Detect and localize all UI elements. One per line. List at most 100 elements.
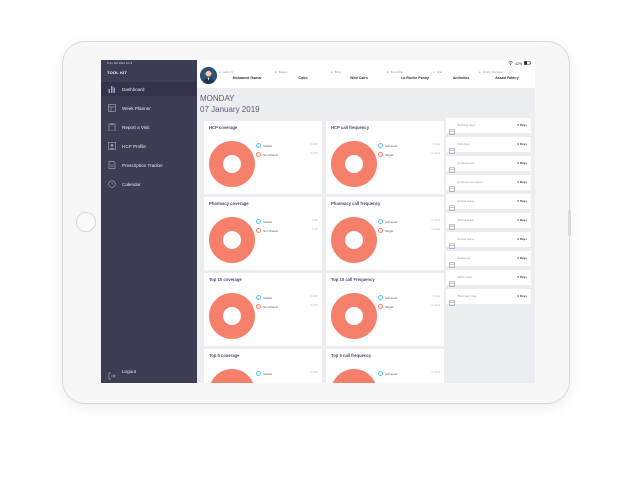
header-field-brick: ● Brick Wed Cairo bbox=[331, 70, 387, 80]
user-icon: ● bbox=[479, 70, 481, 74]
legend-label: Visited bbox=[263, 295, 272, 300]
clock-icon bbox=[108, 180, 116, 188]
chart-card-title: HCP coverage bbox=[209, 125, 238, 130]
sidebar-item-week-planner[interactable]: Week Planner bbox=[101, 101, 197, 115]
legend-value: 0 HCP bbox=[310, 304, 318, 307]
legend-dot bbox=[378, 228, 383, 233]
legend-value: 0 Visits bbox=[431, 295, 440, 298]
attendance-icon bbox=[449, 217, 455, 230]
attendance-value: 0 Days bbox=[517, 256, 527, 260]
attendance-label: Working days bbox=[457, 123, 476, 127]
header-field-value: La Roche Posay bbox=[401, 76, 429, 80]
attendance-icon bbox=[449, 141, 455, 154]
legend-dot bbox=[256, 304, 261, 309]
header-field-key: ● Line bbox=[433, 70, 489, 74]
attendance-label: Visit days bbox=[457, 142, 470, 146]
header-bar: 42% ● Hello It's Mohamed Gamal ● Region Ca… bbox=[197, 60, 535, 88]
chart-card[interactable]: Pharmacy coverage Visited 0 Ph Not Visited 0… bbox=[204, 197, 322, 270]
attendance-item[interactable]: Conferences Leave 0 Days bbox=[446, 175, 531, 192]
attendance-icon bbox=[449, 293, 455, 306]
avatar[interactable] bbox=[200, 67, 217, 84]
donut-ring bbox=[209, 141, 255, 187]
attendance-item[interactable]: Visit days 0 Days bbox=[446, 137, 531, 154]
sidebar-item-hcp-profile[interactable]: HCP Profile bbox=[101, 139, 197, 153]
chart-card-title: Top 10 coverage bbox=[209, 277, 242, 282]
donut-ring bbox=[210, 369, 254, 383]
sidebar-item-prescription-tracker[interactable]: Prescription Tracker bbox=[101, 158, 197, 172]
header-field-key-text: Line bbox=[436, 70, 442, 74]
header-field-key: ● Region bbox=[275, 70, 331, 74]
chart-card[interactable]: Pharmacy call frequency Achieved 0 Visits T… bbox=[326, 197, 444, 270]
user-icon: ● bbox=[219, 70, 221, 74]
chart-card[interactable]: HCP call frequency Achieved 0 Visits Target… bbox=[326, 121, 444, 194]
header-field-district-manager: ● District Manager Asaad Fakhry bbox=[479, 70, 535, 80]
legend-item: Achieved bbox=[378, 219, 397, 224]
legend-dot bbox=[256, 371, 261, 376]
attendance-value: 0 Days bbox=[517, 142, 527, 146]
header-field-line: ● Line Antholios bbox=[433, 70, 489, 80]
sidebar-item-calendar[interactable]: Calendar bbox=[101, 177, 197, 191]
sidebar-item-dashboard[interactable]: Dashboard bbox=[101, 82, 197, 96]
attendance-value: 0 Days bbox=[517, 237, 527, 241]
legend-value: 0 Visits bbox=[431, 143, 440, 146]
legend-dot bbox=[378, 371, 383, 376]
logout-label: Logout bbox=[122, 368, 137, 374]
attendance-item[interactable]: Academic 0 Days bbox=[446, 251, 531, 268]
header-field-key: ● District Manager bbox=[479, 70, 535, 74]
legend-label: Target bbox=[385, 228, 394, 233]
chart-card[interactable]: Top 5 call frequency Achieved 0 Visits bbox=[326, 349, 444, 383]
home-button[interactable] bbox=[76, 212, 96, 232]
attendance-item[interactable]: Annual leave 0 Days bbox=[446, 194, 531, 211]
side-button[interactable] bbox=[568, 210, 571, 236]
chart-card-title: HCP call frequency bbox=[331, 125, 370, 130]
attendance-item[interactable]: Conferences 0 Days bbox=[446, 156, 531, 173]
donut-chart bbox=[331, 217, 377, 263]
chart-card[interactable]: HCP coverage Visited 0 HCP Not Visited 0 HCP bbox=[204, 121, 322, 194]
attendance-label: Conferences bbox=[457, 161, 475, 165]
legend-dot bbox=[256, 152, 261, 157]
chart-card[interactable]: Top 10 coverage Visited 0 HCP Not Visited 0 … bbox=[204, 273, 322, 346]
donut-chart bbox=[209, 293, 255, 339]
attendance-item[interactable]: Official leave 0 Days bbox=[446, 213, 531, 230]
chart-card[interactable]: Top 10 call Frequency Achieved 0 Visits Tar… bbox=[326, 273, 444, 346]
logout-icon bbox=[108, 367, 116, 380]
chart-card-title: Pharmacy call frequency bbox=[331, 201, 381, 206]
legend-label: Achieved bbox=[385, 295, 398, 300]
sidebar-item-label: HCP Profile bbox=[122, 143, 146, 149]
attendance-label: Office work bbox=[457, 275, 472, 279]
donut-ring bbox=[332, 369, 376, 383]
legend-label: Visited bbox=[263, 371, 272, 376]
header-field-key: ● Hello It's bbox=[219, 70, 275, 74]
document-icon bbox=[108, 161, 116, 169]
header-field-key-text: Hello It's bbox=[222, 70, 234, 74]
sidebar: 9:41 AM Wed Jul 3 TOOL KIT Dashboard Wee… bbox=[101, 60, 197, 383]
chart-card-title: Top 10 call Frequency bbox=[331, 277, 375, 282]
legend-value: 0 Visits bbox=[431, 228, 440, 231]
attendance-label: Conferences Leave bbox=[457, 180, 484, 184]
donut-ring bbox=[209, 293, 255, 339]
chart-card[interactable]: Top 5 coverage Visited 0 HCP bbox=[204, 349, 322, 383]
legend-label: Not Visited bbox=[263, 304, 278, 309]
sidebar-item-label: Calendar bbox=[122, 181, 141, 187]
attendance-item[interactable]: Working days 0 Days bbox=[446, 118, 531, 135]
header-field-value: Antholios bbox=[452, 76, 470, 80]
header-field-value: Mohamed Gamal bbox=[232, 76, 262, 80]
logout-button[interactable]: Logout bbox=[101, 365, 197, 380]
legend-value: 0 HCP bbox=[310, 143, 318, 146]
header-field-value: Cairo bbox=[298, 76, 308, 80]
legend-dot bbox=[378, 143, 383, 148]
legend-label: Not Visited bbox=[263, 228, 278, 233]
attendance-item[interactable]: Annual leave 0 Days bbox=[446, 232, 531, 249]
legend-dot bbox=[378, 295, 383, 300]
header-field-user: ● Hello It's Mohamed Gamal bbox=[219, 70, 275, 80]
attendance-value: 0 Days bbox=[517, 123, 527, 127]
attendance-item[interactable]: Office work 0 Days bbox=[446, 270, 531, 287]
attendance-value: 0 Days bbox=[517, 294, 527, 298]
attendance-icon bbox=[449, 198, 455, 211]
sidebar-item-label: Dashboard bbox=[122, 86, 145, 92]
legend-dot bbox=[378, 304, 383, 309]
attendance-item[interactable]: Pharmacy Day 0 Days bbox=[446, 289, 531, 306]
sidebar-item-report-visit[interactable]: Report a Visit bbox=[101, 120, 197, 134]
chart-card-title: Pharmacy coverage bbox=[209, 201, 249, 206]
day-label: MONDAY bbox=[200, 94, 235, 103]
